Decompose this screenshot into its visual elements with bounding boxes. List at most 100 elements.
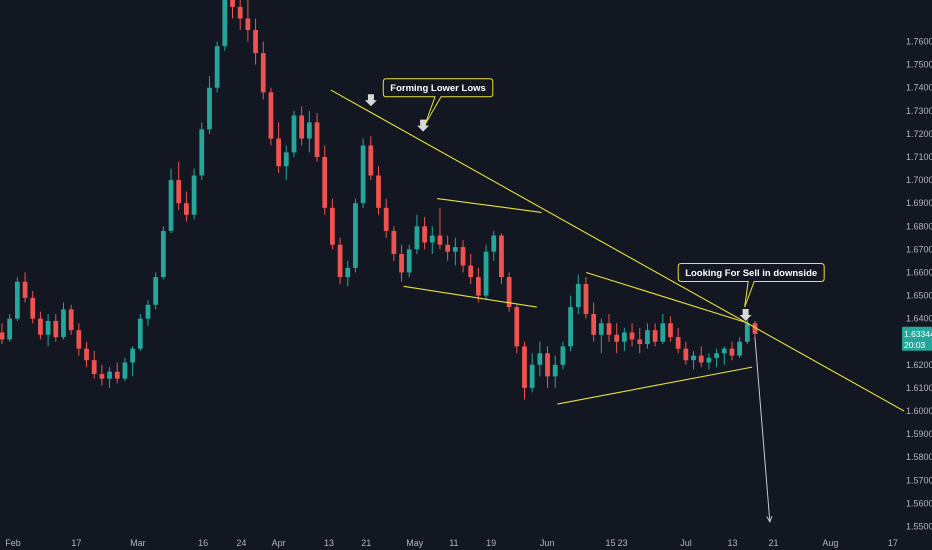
candle	[161, 226, 166, 279]
candle-body	[683, 349, 688, 361]
price-tick-label: 1.66000	[906, 267, 932, 277]
price-tick-label: 1.56000	[906, 498, 932, 508]
candle-body	[622, 332, 627, 341]
candle-body	[514, 307, 519, 346]
candle	[361, 139, 366, 208]
candle-body	[176, 180, 181, 203]
candle-body	[691, 356, 696, 361]
candle-body	[384, 208, 389, 231]
candle-body	[69, 309, 74, 330]
candle-body	[707, 358, 712, 363]
candle-body	[207, 88, 212, 130]
time-tick-label: 17	[888, 538, 898, 548]
candle-body	[0, 332, 4, 339]
candle-body	[46, 321, 51, 335]
candle-body	[76, 330, 81, 348]
candle-body	[415, 226, 420, 249]
price-tick-label: 1.73000	[906, 106, 932, 116]
candle	[138, 314, 143, 351]
candle	[192, 169, 197, 220]
candle	[15, 277, 20, 321]
candle-body	[653, 330, 658, 342]
candle-body	[530, 365, 535, 388]
candle-body	[345, 268, 350, 277]
candle-body	[461, 247, 466, 265]
time-tick-label: Jun	[540, 538, 555, 548]
candle-body	[422, 226, 427, 242]
candle-body	[368, 145, 373, 175]
candle-body	[92, 360, 97, 374]
candle-body	[138, 319, 143, 349]
time-tick-label: 11	[449, 538, 458, 548]
candle-body	[100, 374, 105, 379]
candle-body	[491, 236, 496, 252]
time-tick-label: 13	[728, 538, 738, 548]
candle-body	[23, 282, 28, 298]
price-tick-label: 1.69000	[906, 198, 932, 208]
time-tick-label: Jul	[680, 538, 692, 548]
price-tick-label: 1.74000	[906, 83, 932, 93]
candle	[292, 111, 297, 157]
price-tick-label: 1.75000	[906, 60, 932, 70]
price-tick-label: 1.62000	[906, 360, 932, 370]
candle-body	[61, 309, 66, 337]
candle-body	[230, 0, 235, 7]
candle-body	[522, 346, 527, 388]
candle-body	[430, 236, 435, 243]
candle-body	[399, 254, 404, 272]
candle-body	[38, 319, 43, 335]
candle-body	[315, 122, 320, 157]
current-price-label: 1.63344	[904, 329, 932, 339]
candle	[353, 199, 358, 273]
candle	[269, 88, 274, 146]
candle-body	[269, 92, 274, 138]
price-tick-label: 1.58000	[906, 452, 932, 462]
candle-body	[199, 129, 204, 175]
candle-body	[730, 349, 735, 356]
candle-body	[468, 266, 473, 278]
candle-body	[322, 157, 327, 208]
candle-body	[245, 18, 250, 30]
candle-body	[614, 335, 619, 342]
candle	[199, 122, 204, 180]
candle-body	[576, 284, 581, 307]
candle-body	[184, 203, 189, 215]
current-time-label: 20:03	[904, 340, 926, 350]
price-tick-label: 1.70000	[906, 175, 932, 185]
time-tick-label: Apr	[272, 538, 286, 548]
price-tick-label: 1.72000	[906, 129, 932, 139]
price-tick-label: 1.57000	[906, 475, 932, 485]
price-tick-label: 1.59000	[906, 429, 932, 439]
price-tick-label: 1.71000	[906, 152, 932, 162]
time-tick-label: 16	[198, 538, 208, 548]
candle-body	[307, 122, 312, 138]
candle-body	[476, 277, 481, 295]
candle-body	[292, 115, 297, 152]
current-price-tag: 1.6334420:03	[902, 327, 932, 351]
candle-body	[445, 245, 450, 252]
time-tick-label: Aug	[822, 538, 838, 548]
candle-body	[714, 353, 719, 358]
candle-body	[330, 208, 335, 245]
candle-body	[599, 323, 604, 335]
candle	[215, 42, 220, 93]
candle	[499, 233, 504, 284]
candle-body	[253, 30, 258, 53]
time-tick-label: May	[406, 538, 424, 548]
price-tick-label: 1.60000	[906, 406, 932, 416]
candle-body	[361, 145, 366, 203]
candle-body	[169, 180, 174, 231]
candle-body	[391, 231, 396, 254]
candle-body	[438, 236, 443, 245]
candle-body	[568, 307, 573, 346]
time-tick-label: 23	[618, 538, 628, 548]
price-tick-label: 1.76000	[906, 37, 932, 47]
candle-body	[607, 323, 612, 335]
callout-label: Forming Lower Lows	[390, 83, 486, 94]
time-tick-label: 21	[769, 538, 779, 548]
candle-body	[299, 115, 304, 138]
time-tick-label: 13	[324, 538, 334, 548]
candle-body	[7, 319, 12, 340]
candle-body	[637, 339, 642, 344]
